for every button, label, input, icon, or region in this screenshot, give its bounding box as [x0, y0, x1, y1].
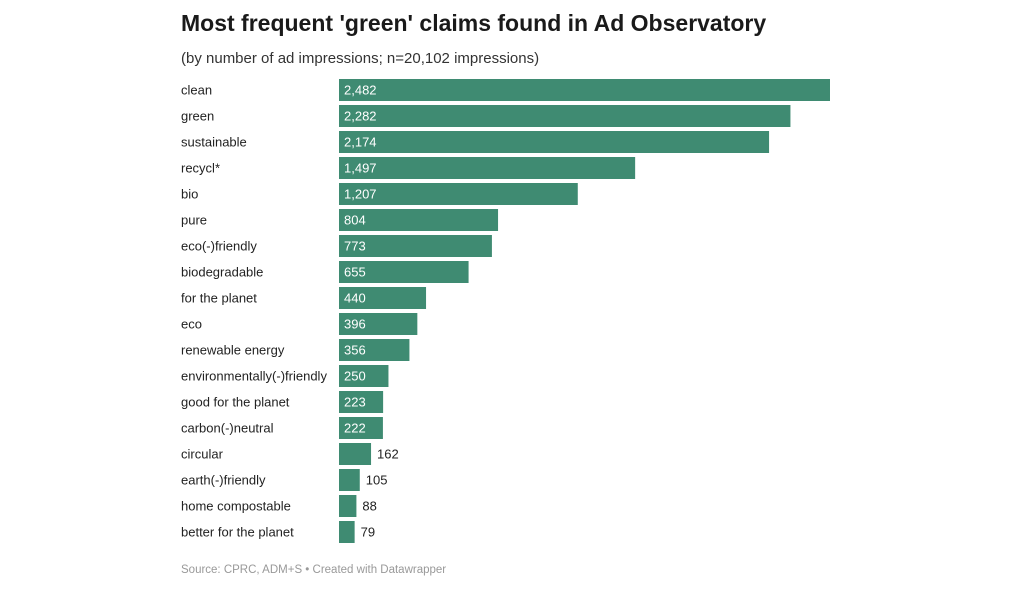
- value-label-environmentally-friendly: 250: [344, 369, 366, 384]
- value-label-earth-friendly: 105: [366, 473, 388, 488]
- category-label-environmentally-friendly: environmentally(-)friendly: [181, 369, 327, 384]
- bar-good-for-the-planet: [339, 391, 384, 413]
- bar-for-the-planet: [339, 287, 427, 309]
- category-label-eco: eco: [181, 317, 202, 332]
- category-label-eco-friendly: eco(-)friendly: [181, 239, 257, 254]
- bar-circular: [339, 443, 372, 465]
- category-label-carbon-neutral: carbon(-)neutral: [181, 421, 274, 436]
- chart-title: Most frequent 'green' claims found in Ad…: [181, 10, 767, 36]
- value-label-green: 2,282: [344, 109, 377, 124]
- category-label-renewable-energy: renewable energy: [181, 343, 285, 358]
- bar-clean: [339, 79, 830, 101]
- category-label-bio: bio: [181, 187, 198, 202]
- category-label-good-for-the-planet: good for the planet: [181, 395, 290, 410]
- bar-eco-friendly: [339, 235, 492, 257]
- category-label-recycl: recycl*: [181, 161, 220, 176]
- value-label-good-for-the-planet: 223: [344, 395, 366, 410]
- bar-home-compostable: [339, 495, 357, 517]
- bar-pure: [339, 209, 499, 231]
- bar-earth-friendly: [339, 469, 360, 491]
- value-label-recycl: 1,497: [344, 161, 377, 176]
- chart-subtitle: (by number of ad impressions; n=20,102 i…: [181, 50, 540, 67]
- value-label-biodegradable: 655: [344, 265, 366, 280]
- bar-sustainable: [339, 131, 770, 153]
- value-label-carbon-neutral: 222: [344, 421, 366, 436]
- bar-better-for-the-planet: [339, 521, 355, 543]
- category-label-circular: circular: [181, 447, 224, 462]
- chart-source-footer: Source: CPRC, ADM+S • Created with Dataw…: [181, 564, 447, 576]
- bar-biodegradable: [339, 261, 469, 283]
- value-label-clean: 2,482: [344, 83, 377, 98]
- value-label-circular: 162: [377, 447, 399, 462]
- category-label-pure: pure: [181, 213, 207, 228]
- value-label-home-compostable: 88: [362, 499, 376, 514]
- category-label-green: green: [181, 109, 214, 124]
- value-label-eco-friendly: 773: [344, 239, 366, 254]
- value-label-pure: 804: [344, 213, 366, 228]
- value-label-eco: 396: [344, 317, 366, 332]
- category-label-home-compostable: home compostable: [181, 499, 291, 514]
- value-label-for-the-planet: 440: [344, 291, 366, 306]
- value-label-sustainable: 2,174: [344, 135, 377, 150]
- category-label-better-for-the-planet: better for the planet: [181, 525, 294, 540]
- bar-environmentally-friendly: [339, 365, 389, 387]
- category-label-biodegradable: biodegradable: [181, 265, 263, 280]
- category-label-earth-friendly: earth(-)friendly: [181, 473, 266, 488]
- value-label-bio: 1,207: [344, 187, 377, 202]
- category-label-sustainable: sustainable: [181, 135, 247, 150]
- category-label-clean: clean: [181, 83, 212, 98]
- bar-renewable-energy: [339, 339, 410, 361]
- category-label-for-the-planet: for the planet: [181, 291, 257, 306]
- value-label-better-for-the-planet: 79: [361, 525, 375, 540]
- value-label-renewable-energy: 356: [344, 343, 366, 358]
- bar-recycl: [339, 157, 636, 179]
- bar-eco: [339, 313, 418, 335]
- bar-bio: [339, 183, 578, 205]
- bar-carbon-neutral: [339, 417, 383, 439]
- bar-green: [339, 105, 791, 127]
